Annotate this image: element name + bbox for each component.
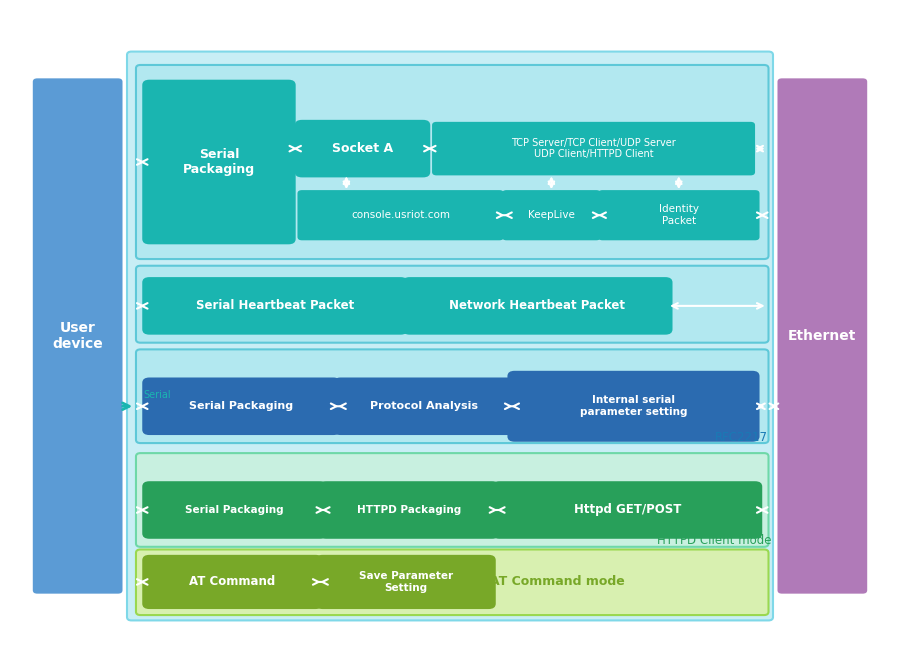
FancyBboxPatch shape [136,65,769,259]
FancyBboxPatch shape [432,122,755,175]
Text: console.usriot.com: console.usriot.com [351,210,450,220]
FancyBboxPatch shape [778,79,868,593]
Text: Serial Packaging: Serial Packaging [185,505,284,515]
Text: Network Heartbeat Packet: Network Heartbeat Packet [449,300,626,312]
FancyBboxPatch shape [127,52,773,620]
FancyBboxPatch shape [32,79,122,593]
FancyBboxPatch shape [402,277,672,335]
FancyBboxPatch shape [598,190,760,241]
FancyBboxPatch shape [142,555,322,609]
Text: Save Parameter
Setting: Save Parameter Setting [358,571,453,593]
FancyBboxPatch shape [142,277,408,335]
FancyBboxPatch shape [502,190,600,241]
FancyBboxPatch shape [136,265,769,343]
FancyBboxPatch shape [136,453,769,547]
Text: HTTPD Packaging: HTTPD Packaging [357,505,462,515]
FancyBboxPatch shape [136,349,769,443]
Text: Serial Packaging: Serial Packaging [189,401,293,411]
Text: Protocol Analysis: Protocol Analysis [370,401,478,411]
FancyBboxPatch shape [315,555,496,609]
Text: Serial
Packaging: Serial Packaging [183,148,255,176]
Text: Serial: Serial [144,390,171,400]
FancyBboxPatch shape [298,190,504,241]
Text: KeepLive: KeepLive [528,210,575,220]
Text: AT Command: AT Command [189,575,275,589]
FancyBboxPatch shape [142,378,340,435]
FancyBboxPatch shape [319,481,500,539]
FancyBboxPatch shape [136,550,769,615]
Text: Serial Heartbeat Packet: Serial Heartbeat Packet [196,300,355,312]
Text: AT Command mode: AT Command mode [491,575,625,588]
FancyBboxPatch shape [142,80,296,245]
FancyBboxPatch shape [295,120,430,177]
Text: Httpd GET/POST: Httpd GET/POST [573,503,681,517]
FancyBboxPatch shape [492,481,762,539]
Text: Identity
Packet: Identity Packet [659,204,698,226]
Text: Socket A: Socket A [332,142,393,155]
Text: RFC2217: RFC2217 [716,431,768,444]
FancyBboxPatch shape [142,481,327,539]
Text: Internal serial
parameter setting: Internal serial parameter setting [580,395,688,417]
Text: User
device: User device [52,321,103,351]
FancyBboxPatch shape [333,378,514,435]
Text: HTTPD Client mode: HTTPD Client mode [657,534,772,546]
Text: Ethernet: Ethernet [788,329,857,343]
FancyBboxPatch shape [508,371,760,442]
Text: TCP Server/TCP Client/UDP Server
UDP Client/HTTPD Client: TCP Server/TCP Client/UDP Server UDP Cli… [511,138,676,159]
